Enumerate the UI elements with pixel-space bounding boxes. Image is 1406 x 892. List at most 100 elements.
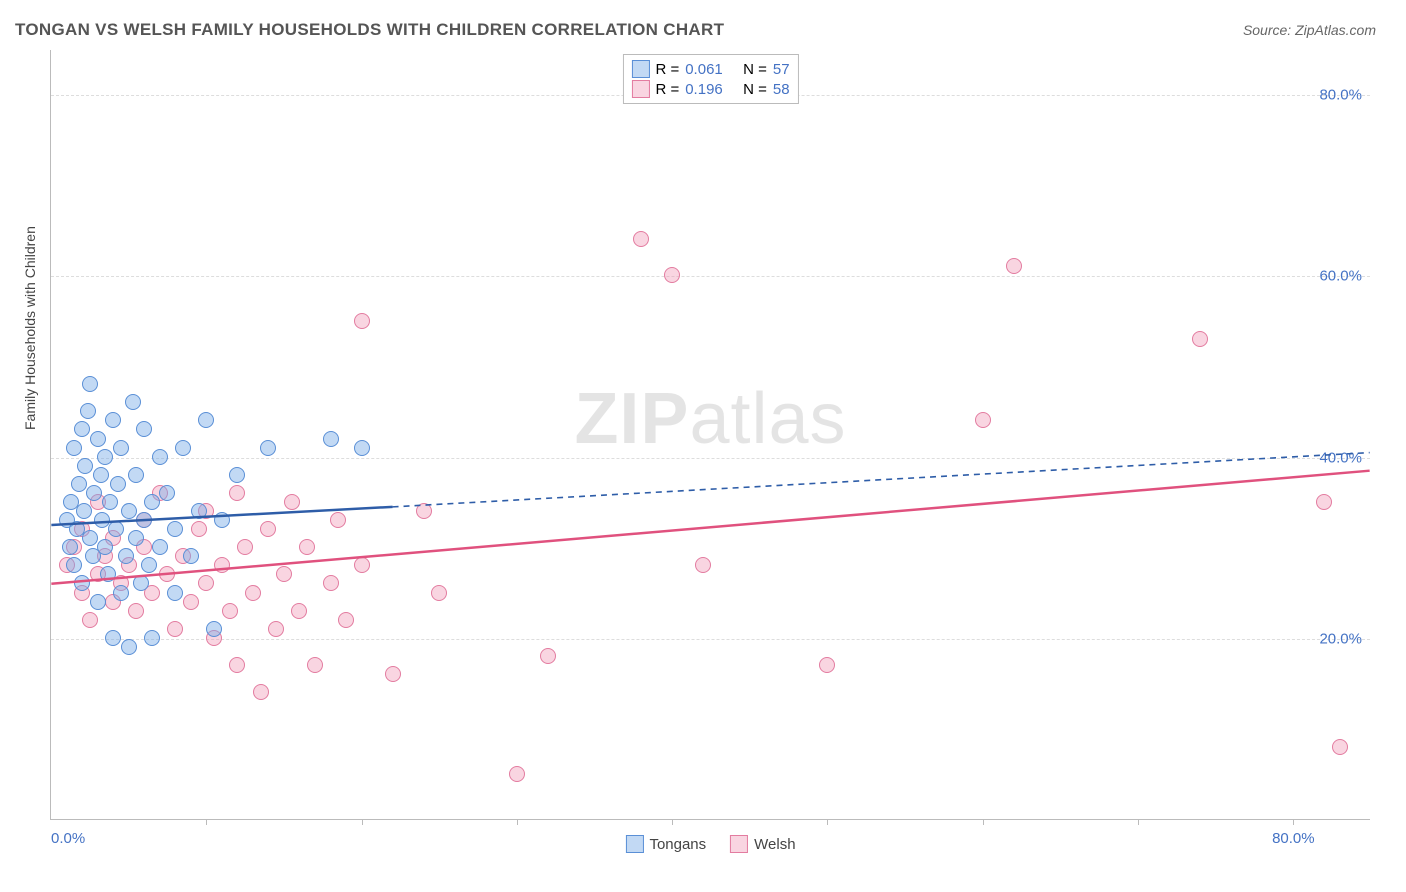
- legend-swatch-tongans: [625, 835, 643, 853]
- scatter-point-tongans: [260, 440, 276, 456]
- scatter-point-welsh: [695, 557, 711, 573]
- scatter-point-tongans: [77, 458, 93, 474]
- scatter-point-welsh: [253, 684, 269, 700]
- scatter-point-welsh: [237, 539, 253, 555]
- scatter-point-tongans: [206, 621, 222, 637]
- scatter-point-welsh: [82, 612, 98, 628]
- scatter-point-welsh: [284, 494, 300, 510]
- x-tick-label: 80.0%: [1272, 830, 1315, 847]
- legend-series: Tongans Welsh: [625, 835, 795, 853]
- scatter-point-tongans: [76, 503, 92, 519]
- scatter-point-welsh: [385, 666, 401, 682]
- scatter-point-welsh: [159, 566, 175, 582]
- scatter-point-tongans: [108, 521, 124, 537]
- gridline: [51, 276, 1370, 277]
- scatter-point-welsh: [128, 603, 144, 619]
- scatter-point-welsh: [416, 503, 432, 519]
- scatter-point-welsh: [214, 557, 230, 573]
- y-tick-label: 80.0%: [1319, 87, 1362, 104]
- scatter-point-welsh: [268, 621, 284, 637]
- scatter-point-tongans: [118, 548, 134, 564]
- chart-container: TONGAN VS WELSH FAMILY HOUSEHOLDS WITH C…: [0, 0, 1406, 892]
- scatter-point-welsh: [276, 566, 292, 582]
- scatter-point-tongans: [97, 539, 113, 555]
- legend-item-welsh: Welsh: [730, 835, 795, 853]
- legend-stats-row: R = 0.196 N = 58: [631, 79, 789, 99]
- scatter-point-tongans: [90, 431, 106, 447]
- scatter-point-tongans: [128, 530, 144, 546]
- scatter-point-tongans: [62, 539, 78, 555]
- x-tick: [827, 819, 828, 825]
- scatter-point-tongans: [128, 467, 144, 483]
- scatter-point-welsh: [819, 657, 835, 673]
- plot-area: ZIPatlas R = 0.061 N = 57 R = 0.196 N = …: [50, 50, 1370, 820]
- scatter-point-tongans: [66, 440, 82, 456]
- scatter-point-tongans: [198, 412, 214, 428]
- x-tick: [206, 819, 207, 825]
- legend-item-tongans: Tongans: [625, 835, 706, 853]
- x-tick: [517, 819, 518, 825]
- source-label: Source: ZipAtlas.com: [1243, 22, 1376, 38]
- scatter-point-welsh: [299, 539, 315, 555]
- watermark: ZIPatlas: [574, 378, 846, 460]
- y-tick-label: 60.0%: [1319, 268, 1362, 285]
- scatter-point-welsh: [354, 557, 370, 573]
- scatter-point-tongans: [191, 503, 207, 519]
- scatter-point-tongans: [121, 503, 137, 519]
- scatter-point-welsh: [229, 657, 245, 673]
- scatter-point-tongans: [152, 539, 168, 555]
- scatter-point-welsh: [167, 621, 183, 637]
- scatter-point-tongans: [167, 585, 183, 601]
- scatter-point-tongans: [144, 494, 160, 510]
- scatter-point-tongans: [90, 594, 106, 610]
- scatter-point-tongans: [110, 476, 126, 492]
- scatter-point-welsh: [229, 485, 245, 501]
- scatter-point-tongans: [214, 512, 230, 528]
- scatter-point-tongans: [125, 394, 141, 410]
- scatter-point-tongans: [66, 557, 82, 573]
- scatter-point-tongans: [141, 557, 157, 573]
- legend-swatch-tongans: [631, 60, 649, 78]
- scatter-point-tongans: [136, 512, 152, 528]
- scatter-point-tongans: [167, 521, 183, 537]
- scatter-point-tongans: [113, 440, 129, 456]
- x-tick: [362, 819, 363, 825]
- scatter-point-tongans: [133, 575, 149, 591]
- legend-swatch-welsh: [631, 80, 649, 98]
- scatter-point-welsh: [222, 603, 238, 619]
- legend-swatch-welsh: [730, 835, 748, 853]
- scatter-point-welsh: [307, 657, 323, 673]
- scatter-point-tongans: [74, 421, 90, 437]
- scatter-point-welsh: [633, 231, 649, 247]
- scatter-point-tongans: [100, 566, 116, 582]
- scatter-point-tongans: [183, 548, 199, 564]
- gridline: [51, 458, 1370, 459]
- scatter-point-welsh: [245, 585, 261, 601]
- gridline: [51, 639, 1370, 640]
- scatter-point-tongans: [80, 403, 96, 419]
- scatter-point-welsh: [198, 575, 214, 591]
- scatter-point-tongans: [102, 494, 118, 510]
- scatter-point-tongans: [144, 630, 160, 646]
- scatter-point-welsh: [183, 594, 199, 610]
- x-tick: [983, 819, 984, 825]
- scatter-point-welsh: [1006, 258, 1022, 274]
- scatter-point-tongans: [229, 467, 245, 483]
- scatter-point-tongans: [136, 421, 152, 437]
- trend-lines: [51, 50, 1370, 819]
- scatter-point-tongans: [113, 585, 129, 601]
- scatter-point-welsh: [540, 648, 556, 664]
- scatter-point-tongans: [323, 431, 339, 447]
- scatter-point-tongans: [159, 485, 175, 501]
- x-tick: [1138, 819, 1139, 825]
- scatter-point-welsh: [191, 521, 207, 537]
- scatter-point-tongans: [93, 467, 109, 483]
- scatter-point-tongans: [74, 575, 90, 591]
- scatter-point-tongans: [175, 440, 191, 456]
- scatter-point-welsh: [338, 612, 354, 628]
- scatter-point-welsh: [975, 412, 991, 428]
- scatter-point-welsh: [509, 766, 525, 782]
- scatter-point-welsh: [291, 603, 307, 619]
- x-tick-label: 0.0%: [51, 830, 85, 847]
- y-tick-label: 20.0%: [1319, 630, 1362, 647]
